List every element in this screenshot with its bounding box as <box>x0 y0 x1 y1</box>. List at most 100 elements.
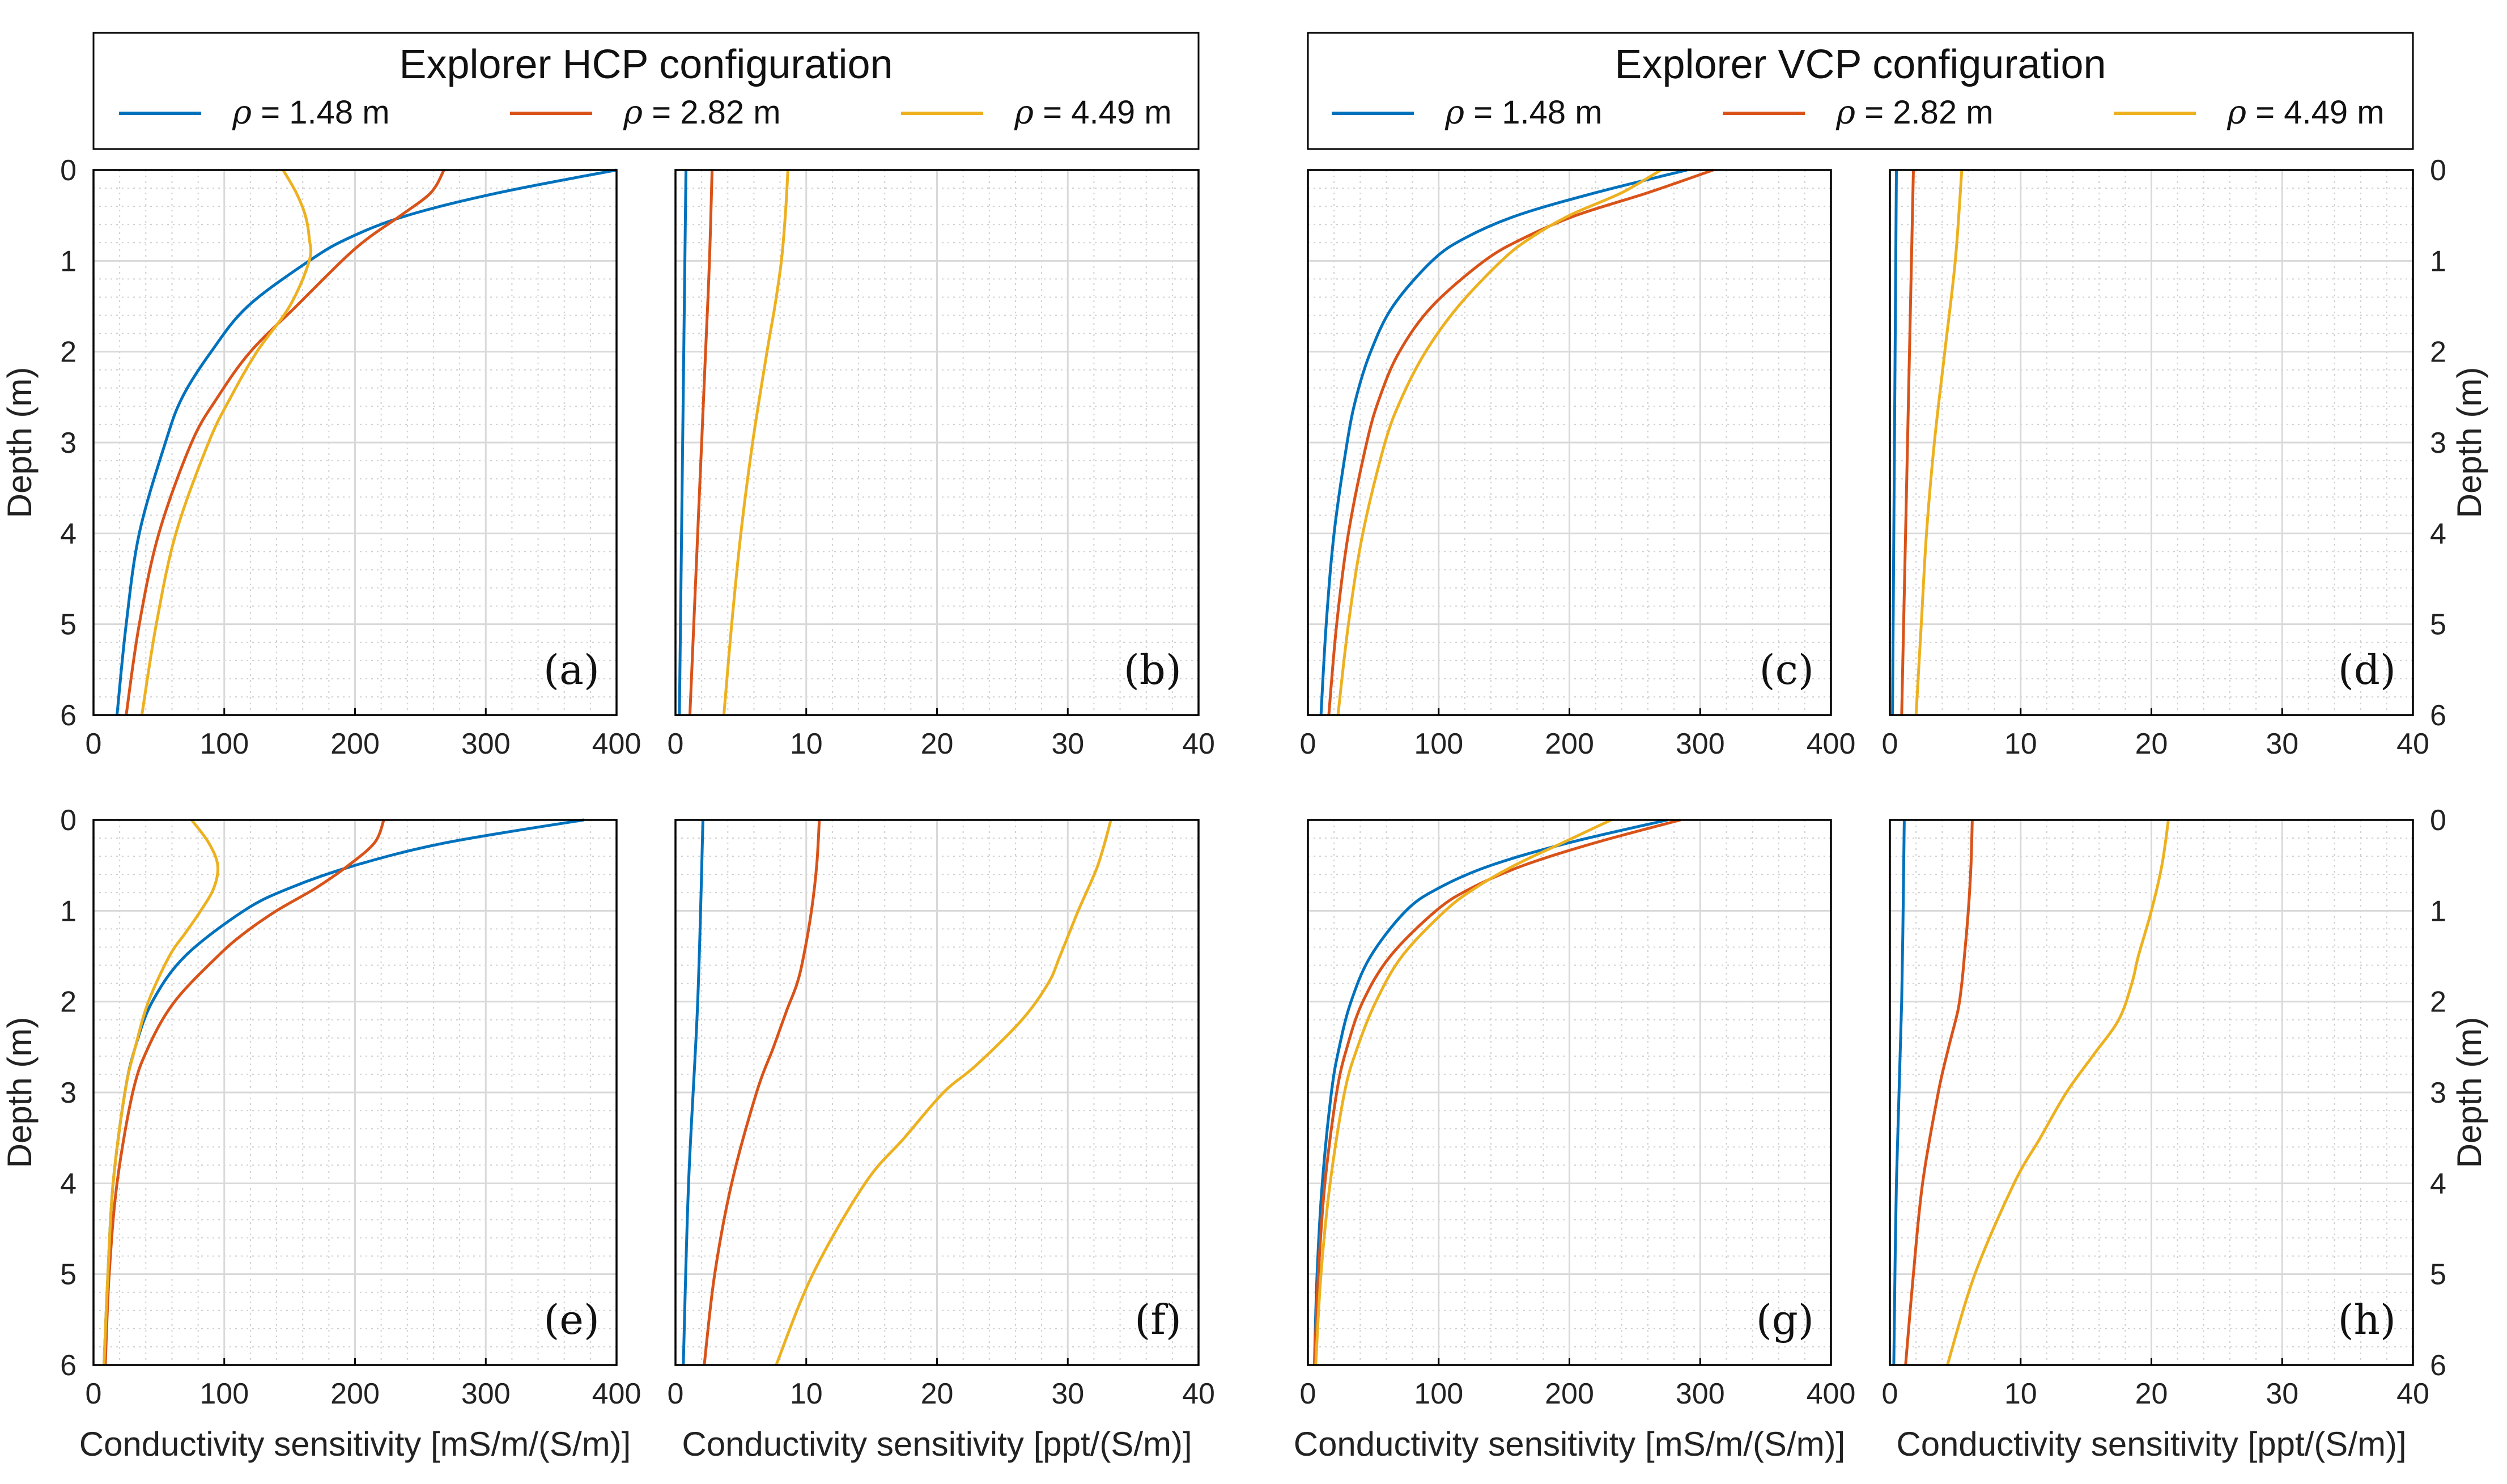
x-tick-labels: 0 100 200 300 400 <box>86 1358 641 1410</box>
panel-c: 0 100 200 300 400 (c) <box>1300 168 1856 760</box>
y-tick-label: 1 <box>60 245 77 278</box>
panel-label: (f) <box>1134 1296 1182 1343</box>
legend-box <box>92 32 1200 150</box>
panel-a: 0 100 200 300 400 0 1 2 3 4 5 6 Depth (m) (a) <box>1 154 641 760</box>
y-tick-label: 3 <box>60 1077 77 1109</box>
legend-entry-text: = 4.49 m <box>2246 94 2384 131</box>
x-tick-label: 30 <box>1051 728 1084 760</box>
x-tick-label: 0 <box>1882 1377 1898 1410</box>
y-tick-label: 3 <box>2430 1077 2446 1109</box>
x-tick-label: 0 <box>1300 728 1316 760</box>
legend-entry-label: ρ = 1.48 m <box>232 93 390 131</box>
x-tick-labels: 0 10 20 30 40 <box>668 1358 1215 1410</box>
x-tick-label: 30 <box>2266 728 2298 760</box>
x-tick-label: 40 <box>1182 728 1215 760</box>
series-line-3 <box>103 819 220 1366</box>
y-tick-label: 1 <box>2430 245 2446 278</box>
series-line-3 <box>1946 819 2170 1366</box>
x-axis-label: Conductivity sensitivity [mS/m/(S/m)] <box>1294 1425 1846 1463</box>
series-group <box>103 818 584 1366</box>
x-tick-label: 30 <box>1051 1377 1084 1410</box>
legend-entry-label: ρ = 4.49 m <box>2226 93 2385 131</box>
legend-title: Explorer VCP configuration <box>1614 42 2106 87</box>
y-tick-label: 1 <box>60 895 77 928</box>
x-tick-labels: 0 10 20 30 40 <box>668 708 1215 760</box>
major-grid <box>675 820 1199 1365</box>
y-tick-label: 6 <box>2430 1349 2446 1382</box>
series-line-3 <box>1314 818 1612 1366</box>
legend-box <box>1307 32 2414 150</box>
y-tick-label: 0 <box>2430 804 2446 837</box>
x-tick-label: 200 <box>330 728 380 760</box>
legend-vcp: Explorer VCP configuration ρ = 1.48 m ρ = … <box>1307 32 2414 150</box>
y-tick-label: 6 <box>60 699 77 732</box>
y-tick-label: 3 <box>2430 427 2446 460</box>
legend-entry-label: ρ = 2.82 m <box>623 93 781 131</box>
x-tick-label: 0 <box>1882 728 1898 760</box>
x-tick-label: 400 <box>1807 728 1856 760</box>
y-axis-label: Depth (m) <box>1 367 39 518</box>
y-tick-label: 0 <box>60 154 77 187</box>
legend-entry-text: = 2.82 m <box>1855 94 1993 131</box>
x-tick-labels: 0 10 20 30 40 <box>1882 708 2429 760</box>
x-axis-label: Conductivity sensitivity [ppt/(S/m)] <box>1896 1425 2406 1463</box>
y-tick-label: 2 <box>2430 986 2446 1019</box>
x-tick-label: 300 <box>461 728 511 760</box>
panel-label: (h) <box>2338 1296 2396 1343</box>
x-tick-label: 10 <box>790 1377 823 1410</box>
legend-entry-label: ρ = 4.49 m <box>1014 93 1172 131</box>
x-tick-label: 100 <box>199 1377 249 1410</box>
x-tick-label: 0 <box>668 1377 684 1410</box>
x-tick-label: 40 <box>1182 1377 1215 1410</box>
legend-entry-label: ρ = 1.48 m <box>1444 93 1603 131</box>
series-line-1 <box>1319 168 1688 716</box>
series-group <box>682 819 1112 1366</box>
x-tick-label: 100 <box>1414 1377 1463 1410</box>
series-line-3 <box>140 169 313 716</box>
x-tick-label: 40 <box>2396 728 2429 760</box>
series-line-3 <box>775 819 1112 1366</box>
series-line-2 <box>688 169 714 716</box>
series-line-1 <box>1892 819 1906 1366</box>
series-group <box>1319 168 1714 716</box>
x-tick-label: 20 <box>2135 728 2168 760</box>
y-tick-label: 2 <box>60 336 77 369</box>
x-tick-label: 100 <box>199 728 249 760</box>
series-line-2 <box>1313 818 1681 1366</box>
y-axis-label: Depth (m) <box>2450 367 2488 518</box>
major-grid <box>1308 170 1831 715</box>
series-group <box>1892 819 2170 1366</box>
series-group <box>1313 818 1681 1366</box>
legend-entry-text: = 1.48 m <box>252 94 389 131</box>
y-tick-labels: 0 1 2 3 4 5 6 <box>60 154 77 732</box>
series-line-2 <box>1327 168 1714 716</box>
series-line-3 <box>1914 169 1964 716</box>
y-axis-label: Depth (m) <box>2450 1017 2488 1168</box>
y-tick-label: 0 <box>2430 154 2446 187</box>
legend-entry-text: = 4.49 m <box>1034 94 1171 131</box>
series-line-2 <box>125 169 445 716</box>
panel-g: 0 100 200 300 400 Conductivity sensitivity [m… <box>1294 818 1855 1463</box>
y-tick-label: 5 <box>60 1258 77 1291</box>
series-line-3 <box>1336 168 1662 716</box>
legend-entry-symbol: ρ <box>232 93 252 131</box>
series-line-1 <box>1313 818 1668 1366</box>
x-tick-label: 30 <box>2266 1377 2298 1410</box>
x-tick-label: 20 <box>2135 1377 2168 1410</box>
panel-label: (g) <box>1756 1296 1814 1343</box>
panel-label: (e) <box>543 1296 600 1343</box>
series-line-2 <box>703 819 821 1366</box>
x-tick-label: 10 <box>2004 728 2037 760</box>
legend-entry-text: = 1.48 m <box>1464 94 1602 131</box>
x-tick-label: 400 <box>592 728 641 760</box>
series-line-1 <box>678 169 687 716</box>
series-line-1 <box>1891 169 1898 716</box>
series-line-2 <box>1900 169 1915 716</box>
x-tick-label: 200 <box>330 1377 380 1410</box>
x-tick-label: 400 <box>592 1377 641 1410</box>
panel-e: 0 100 200 300 400 0 1 2 3 4 5 6 Depth (m) Conductivit… <box>1 804 641 1463</box>
y-tick-label: 3 <box>60 427 77 460</box>
x-tick-label: 300 <box>1676 728 1725 760</box>
